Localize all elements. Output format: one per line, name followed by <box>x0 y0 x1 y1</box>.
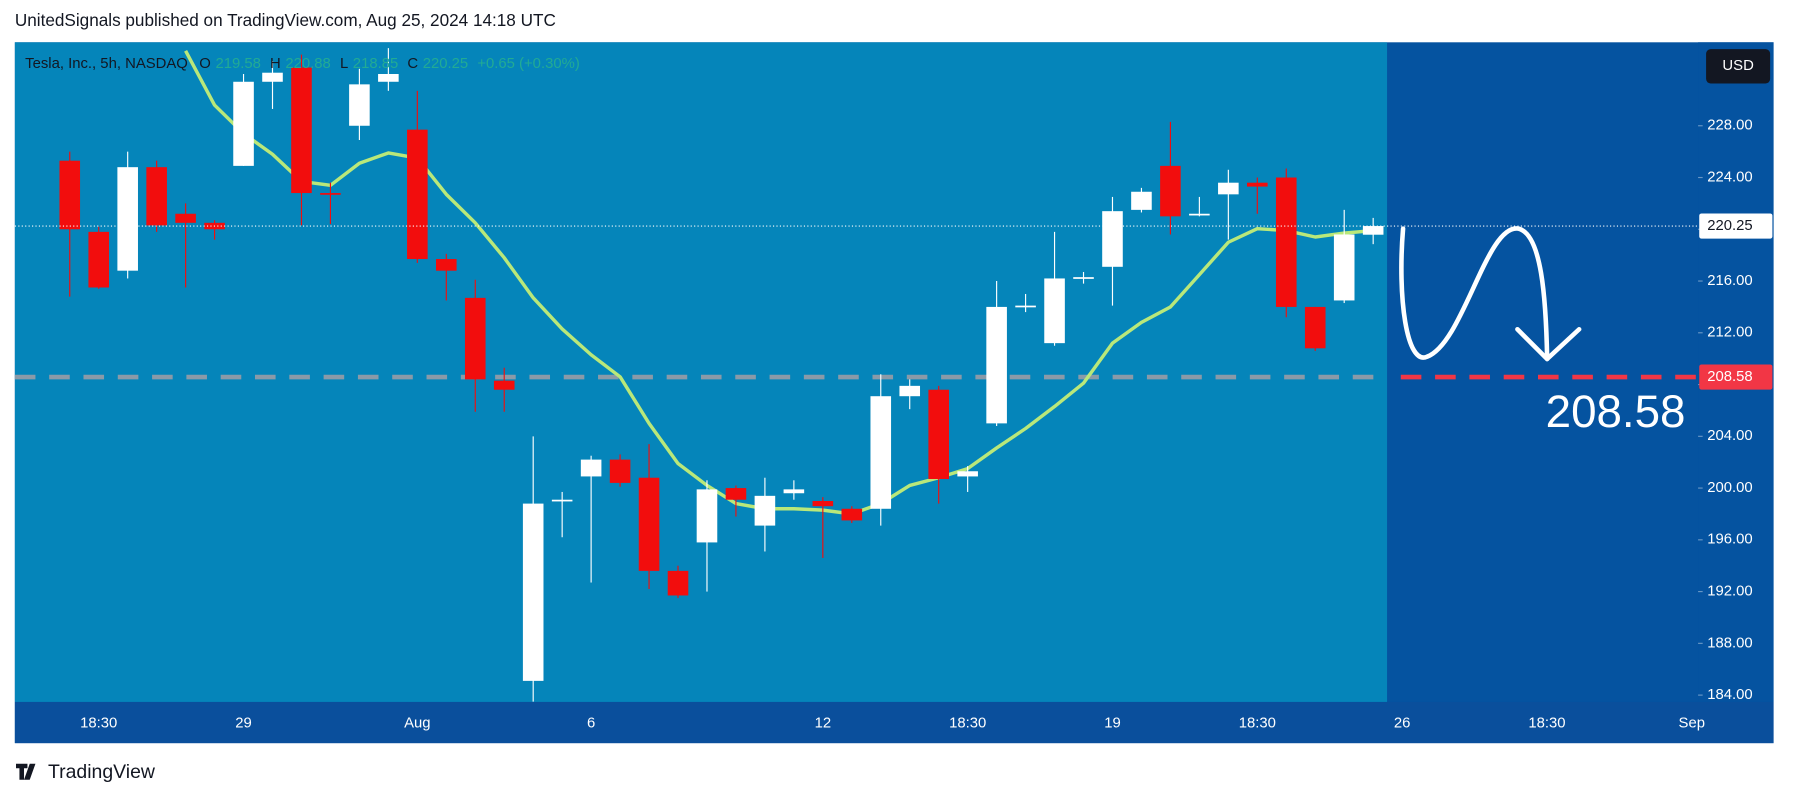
y-tick-label: 196.00 <box>1707 532 1752 548</box>
candle-body <box>464 297 486 380</box>
x-tick-label: 18:30 <box>949 716 986 732</box>
legend-item: +0.65 (+0.30%) <box>477 56 579 72</box>
candle-body <box>812 501 834 507</box>
candle-body <box>928 389 949 480</box>
legend-item: H <box>270 56 281 72</box>
candle-body <box>609 459 631 483</box>
candle-body <box>1247 182 1268 187</box>
legend-item: O <box>199 56 211 72</box>
x-tick-label: 18:30 <box>80 716 117 732</box>
candle-body <box>638 477 660 571</box>
y-tick-label: 200.00 <box>1707 480 1752 496</box>
candle-body <box>233 81 254 166</box>
footer-brand: TradingView <box>48 761 156 783</box>
candle-body <box>1073 277 1094 279</box>
candle-body <box>1015 305 1036 308</box>
candle-body <box>522 503 544 681</box>
candle-body <box>551 499 573 502</box>
candle-body <box>262 72 283 82</box>
level-tag-label: 208.58 <box>1707 369 1752 385</box>
y-tick-label: 204.00 <box>1707 428 1752 444</box>
legend-item: C <box>407 56 418 72</box>
history-region <box>14 42 1388 702</box>
last-price-label: 220.25 <box>1707 218 1752 234</box>
y-tick-label: 188.00 <box>1707 635 1752 651</box>
candle-body <box>320 193 341 195</box>
y-tick-label: 228.00 <box>1707 118 1752 134</box>
candle-body <box>957 471 978 477</box>
ma-line <box>184 49 1374 516</box>
legend-item: L <box>340 56 348 72</box>
candle-body <box>1131 191 1152 210</box>
y-tick-label: 212.00 <box>1707 325 1752 341</box>
candle-body <box>88 231 110 288</box>
candle-body <box>1044 278 1065 344</box>
x-tick-label: 26 <box>1394 716 1411 732</box>
x-tick-label: 18:30 <box>1528 716 1565 732</box>
candle-body <box>1275 177 1297 307</box>
candle-body <box>1160 165 1181 217</box>
legend-item: 218.85 <box>353 56 398 72</box>
candle-body <box>899 385 921 397</box>
candle-body <box>436 259 457 271</box>
arrow-head <box>1515 326 1582 362</box>
legend-item: 220.25 <box>423 56 468 72</box>
x-tick-label: 29 <box>235 716 252 732</box>
x-tick-label: 18:30 <box>1239 716 1276 732</box>
x-tick-label: 19 <box>1104 716 1121 732</box>
level-big-label: 208.58 <box>1546 386 1686 437</box>
candle-body <box>146 167 167 226</box>
candle-body <box>667 570 689 596</box>
y-tick-label: 224.00 <box>1707 169 1752 185</box>
candle-body <box>349 84 370 126</box>
candle-body <box>1189 213 1210 216</box>
y-tick-label: 216.00 <box>1707 273 1752 289</box>
candle-body <box>1333 234 1355 301</box>
candle-body <box>59 160 81 230</box>
forecast-arrow <box>1399 226 1550 362</box>
x-tick-label: 12 <box>815 716 832 732</box>
candle-body <box>841 508 863 521</box>
candle-body <box>725 488 747 500</box>
publish-line: UnitedSignals published on TradingView.c… <box>15 10 556 30</box>
candle-body <box>783 489 805 494</box>
last-price-tag <box>1699 213 1773 239</box>
legend-item: 219.58 <box>215 56 260 72</box>
candle-body <box>754 495 776 526</box>
candle-body <box>1102 211 1123 267</box>
y-tick-label: 192.00 <box>1707 584 1752 600</box>
candle-body <box>1304 306 1326 349</box>
legend-item: 220.88 <box>285 56 330 72</box>
candle-body <box>696 489 718 543</box>
candle-body <box>1218 182 1239 195</box>
candle-body <box>378 74 399 82</box>
candle-body <box>493 380 515 390</box>
footer-logo <box>16 763 36 780</box>
candle-body <box>117 167 138 271</box>
candle-body <box>580 459 602 477</box>
candle-body <box>291 67 312 194</box>
time-axis <box>14 701 1774 744</box>
x-tick-label: 6 <box>587 716 595 732</box>
currency-badge[interactable] <box>1706 49 1771 84</box>
logo-mark <box>16 763 36 780</box>
plot-layer: 184.00 188.00 192.00 196.00 200.00 204.00 208.… <box>14 42 1774 744</box>
x-tick-label: Aug <box>404 716 430 732</box>
y-tick-label: 184.00 <box>1707 687 1752 703</box>
currency-label: USD <box>1722 58 1754 74</box>
symbol-label: Tesla, Inc., 5h, NASDAQ <box>25 56 188 72</box>
candle-body <box>407 129 428 260</box>
level-tag <box>1699 364 1773 390</box>
candle-body <box>986 306 1007 424</box>
x-tick-label: Sep <box>1679 716 1705 732</box>
candle-body <box>175 213 196 223</box>
candle-body <box>1362 226 1384 235</box>
candle-body <box>870 396 892 509</box>
